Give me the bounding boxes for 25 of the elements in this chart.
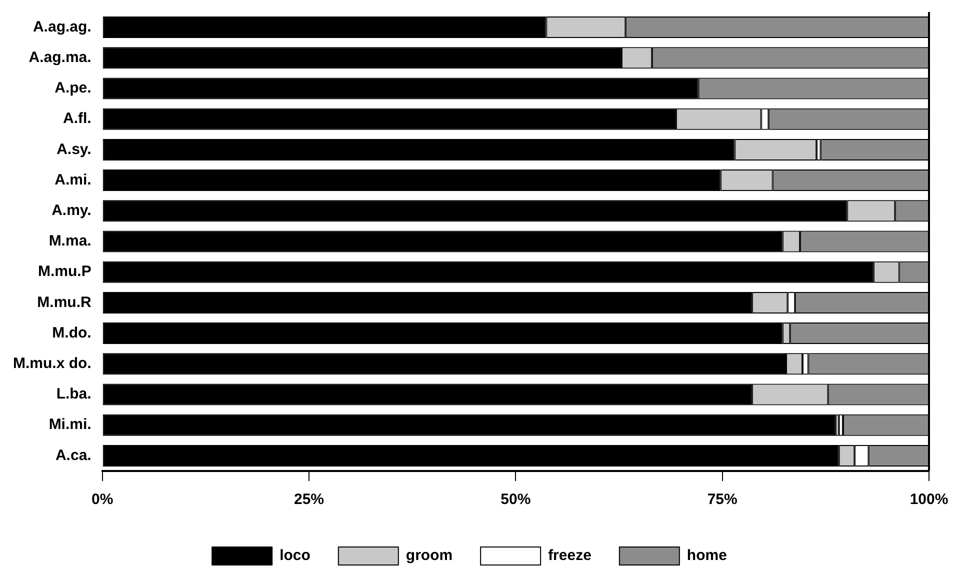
y-tick-label: M.do. bbox=[52, 324, 92, 342]
y-tick-label: M.mu.x do. bbox=[12, 355, 92, 372]
legend-label: groom bbox=[406, 547, 453, 564]
y-tick-label: A.ag.ma. bbox=[28, 49, 92, 66]
y-tick-label: M.mu.R bbox=[37, 294, 92, 311]
x-tick-label: 50% bbox=[500, 491, 531, 508]
y-tick-label: A.sy. bbox=[56, 140, 92, 158]
y-tick-label: A.mi. bbox=[54, 171, 92, 188]
y-tick-label: L.ba. bbox=[56, 386, 92, 403]
y-tick-label: M.ma. bbox=[48, 232, 92, 250]
y-tick-label: Mi.mi. bbox=[48, 416, 92, 434]
x-tick-label: 25% bbox=[294, 491, 324, 508]
y-tick-label: A.fl. bbox=[62, 110, 92, 128]
legend-label: freeze bbox=[548, 547, 592, 564]
legend-label: loco bbox=[280, 547, 310, 564]
legend-label: home bbox=[686, 547, 727, 564]
x-tick-label: 100% bbox=[910, 491, 948, 508]
y-tick-label: M.mu.P bbox=[38, 263, 92, 280]
y-tick-label: A.pe. bbox=[54, 80, 92, 97]
x-tick-label: 75% bbox=[707, 491, 738, 508]
bar bbox=[102, 414, 836, 436]
y-tick-label: A.my. bbox=[52, 202, 92, 220]
x-tick-label: 0% bbox=[91, 491, 114, 508]
y-tick-label: A.ag.ag. bbox=[32, 18, 92, 36]
y-tick-label: A.ca. bbox=[55, 446, 92, 464]
